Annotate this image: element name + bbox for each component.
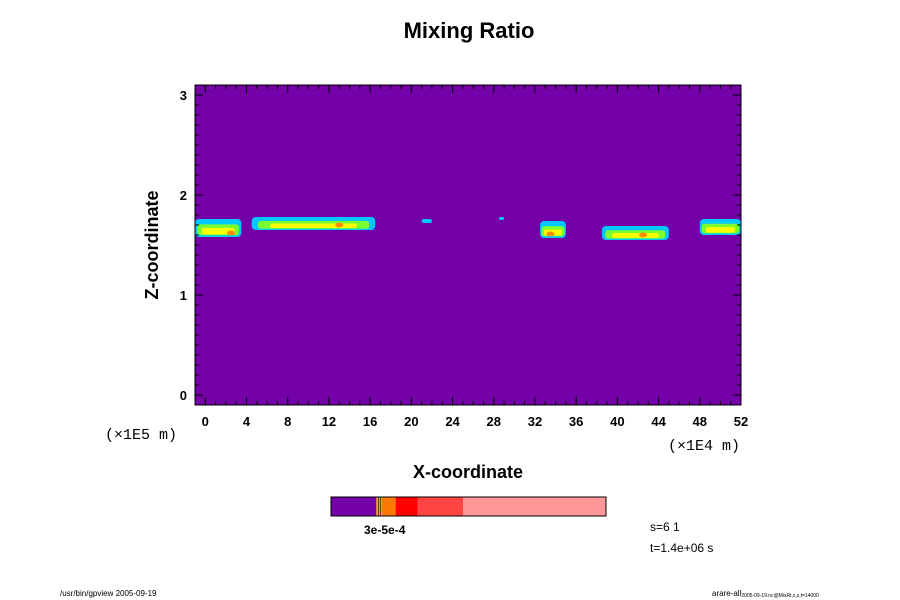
contour-outer xyxy=(421,219,432,223)
contour-peak xyxy=(639,232,648,238)
footer-right-main: arare-all xyxy=(712,589,742,598)
colorbar-segment xyxy=(331,497,377,516)
colorbar-label: 3e-5e-4 xyxy=(364,523,406,537)
x-tick-label: 28 xyxy=(487,414,501,429)
x-axis-unit: (×1E4 m) xyxy=(668,438,740,455)
x-axis-ticks: 0 4 8 12 16 20 24 28 32 36 40 44 48 52 xyxy=(202,85,748,429)
x-tick-label: 4 xyxy=(243,414,251,429)
y-axis-ticks: 0 1 2 3 xyxy=(180,88,741,403)
y-tick-label: 1 xyxy=(180,288,187,303)
contour-inner xyxy=(705,227,735,233)
t-label: t=1.4e+06 s xyxy=(650,541,713,555)
footer-left: /usr/bin/gpview 2005-09-19 xyxy=(60,589,157,598)
y-tick-label: 3 xyxy=(180,88,187,103)
y-axis-title: Z-coordinate xyxy=(142,190,162,299)
x-tick-label: 20 xyxy=(404,414,418,429)
contour-peak xyxy=(546,231,555,237)
footer-right-sub: 2005-09-19.nc@MixRt,x,z,t=14000 xyxy=(741,593,819,599)
x-tick-label: 12 xyxy=(322,414,336,429)
contour-feature xyxy=(421,219,432,223)
contour-outer xyxy=(498,217,505,220)
plot-background xyxy=(195,85,741,405)
x-axis-title: X-coordinate xyxy=(413,462,523,482)
contour-feature xyxy=(251,217,376,230)
contour-feature xyxy=(540,221,566,238)
chart-title: Mixing Ratio xyxy=(404,18,535,43)
x-tick-label: 40 xyxy=(610,414,624,429)
x-tick-label: 16 xyxy=(363,414,377,429)
contour-inner xyxy=(611,233,659,238)
x-tick-label: 48 xyxy=(693,414,707,429)
x-tick-label: 0 xyxy=(202,414,209,429)
x-tick-label: 36 xyxy=(569,414,583,429)
x-tick-label: 32 xyxy=(528,414,542,429)
x-tick-label: 52 xyxy=(734,414,748,429)
contour-peak xyxy=(335,222,344,228)
colorbar-frame xyxy=(330,496,607,517)
contour-feature xyxy=(601,226,669,240)
contour-inner xyxy=(270,223,357,229)
x-tick-label: 44 xyxy=(651,414,666,429)
colorbar-segment xyxy=(381,497,396,516)
colorbar-segment xyxy=(463,497,606,516)
footer-right: arare-all2005-09-19.nc@MixRt,x,z,t=14000 xyxy=(712,589,819,599)
y-tick-label: 2 xyxy=(180,188,187,203)
colorbar xyxy=(330,496,607,517)
contour-inner xyxy=(201,228,235,235)
plot-area xyxy=(194,84,742,406)
contour-feature xyxy=(699,219,741,235)
y-tick-label: 0 xyxy=(180,388,187,403)
contour-feature xyxy=(195,219,242,237)
y-axis-unit: (×1E5 m) xyxy=(105,427,177,444)
s-label: s=6 1 xyxy=(650,520,680,534)
x-tick-label: 8 xyxy=(284,414,291,429)
colorbar-segment xyxy=(395,497,418,516)
contour-feature xyxy=(498,217,505,220)
colorbar-segment xyxy=(417,497,463,516)
contour-peak xyxy=(227,230,236,236)
x-tick-label: 24 xyxy=(445,414,460,429)
colorbar-segment xyxy=(376,497,382,516)
